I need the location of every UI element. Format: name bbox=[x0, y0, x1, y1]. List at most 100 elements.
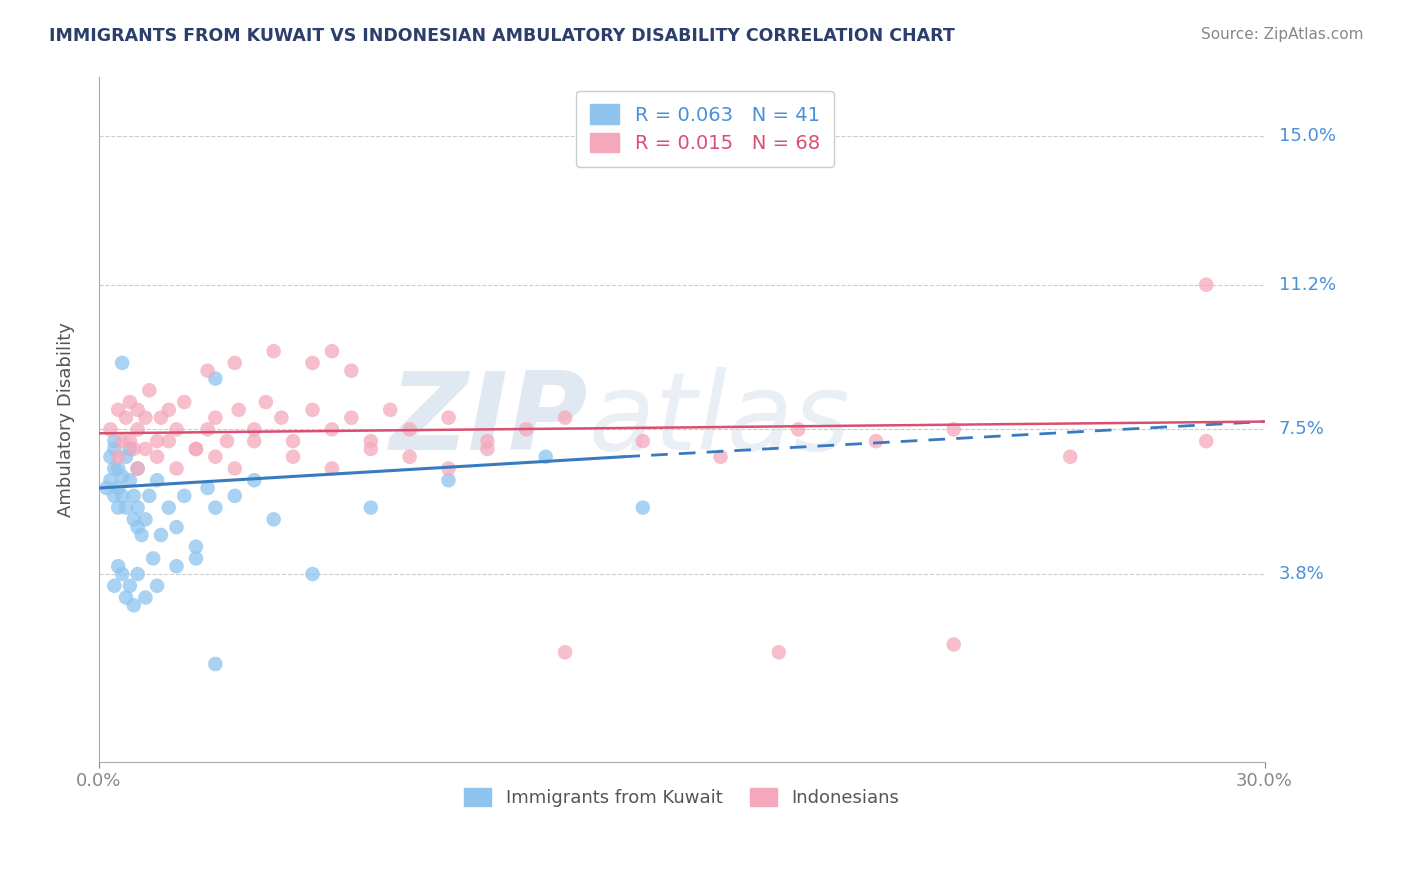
Point bbox=[204, 657, 226, 671]
Point bbox=[115, 410, 138, 425]
Point bbox=[228, 402, 250, 417]
Point bbox=[122, 442, 145, 456]
Point bbox=[111, 567, 134, 582]
Point bbox=[281, 434, 304, 449]
Point bbox=[149, 528, 172, 542]
Point bbox=[149, 410, 172, 425]
Point bbox=[122, 489, 145, 503]
Point bbox=[942, 422, 965, 436]
Point bbox=[103, 434, 125, 449]
Point bbox=[301, 356, 323, 370]
Point bbox=[1195, 277, 1218, 292]
Point bbox=[281, 450, 304, 464]
Text: 7.5%: 7.5% bbox=[1278, 420, 1324, 438]
Point bbox=[340, 364, 363, 378]
Point bbox=[270, 410, 292, 425]
Point bbox=[263, 512, 285, 526]
Point bbox=[142, 551, 165, 566]
Point bbox=[103, 489, 125, 503]
Point bbox=[122, 512, 145, 526]
Point bbox=[166, 422, 188, 436]
Point bbox=[398, 422, 420, 436]
Point bbox=[865, 434, 887, 449]
Point bbox=[398, 450, 420, 464]
Point bbox=[197, 422, 219, 436]
Point bbox=[787, 422, 810, 436]
Point bbox=[146, 450, 169, 464]
Point bbox=[138, 489, 160, 503]
Point bbox=[138, 384, 160, 398]
Point bbox=[103, 579, 125, 593]
Point bbox=[127, 402, 149, 417]
Point bbox=[243, 422, 266, 436]
Point bbox=[215, 434, 238, 449]
Point bbox=[118, 579, 141, 593]
Point bbox=[321, 344, 343, 359]
Point bbox=[127, 500, 149, 515]
Point bbox=[96, 481, 118, 495]
Point bbox=[146, 434, 169, 449]
Text: 3.8%: 3.8% bbox=[1278, 565, 1324, 583]
Point bbox=[146, 579, 169, 593]
Point bbox=[115, 591, 138, 605]
Legend: Immigrants from Kuwait, Indonesians: Immigrants from Kuwait, Indonesians bbox=[457, 780, 907, 814]
Point bbox=[122, 599, 145, 613]
Point bbox=[157, 434, 180, 449]
Point bbox=[477, 442, 499, 456]
Point bbox=[107, 500, 129, 515]
Point bbox=[437, 461, 460, 475]
Point bbox=[360, 442, 382, 456]
Point bbox=[301, 402, 323, 417]
Point bbox=[263, 344, 285, 359]
Point bbox=[204, 410, 226, 425]
Point bbox=[197, 364, 219, 378]
Point bbox=[134, 512, 156, 526]
Point bbox=[340, 410, 363, 425]
Point bbox=[224, 461, 246, 475]
Point bbox=[184, 551, 207, 566]
Point bbox=[166, 559, 188, 574]
Point bbox=[301, 567, 323, 582]
Point bbox=[107, 402, 129, 417]
Point bbox=[204, 450, 226, 464]
Point bbox=[111, 434, 134, 449]
Point bbox=[437, 410, 460, 425]
Point bbox=[321, 461, 343, 475]
Point bbox=[631, 500, 654, 515]
Point bbox=[942, 637, 965, 651]
Point bbox=[131, 528, 153, 542]
Point bbox=[184, 442, 207, 456]
Text: 11.2%: 11.2% bbox=[1278, 276, 1336, 293]
Text: IMMIGRANTS FROM KUWAIT VS INDONESIAN AMBULATORY DISABILITY CORRELATION CHART: IMMIGRANTS FROM KUWAIT VS INDONESIAN AMB… bbox=[49, 27, 955, 45]
Point bbox=[554, 645, 576, 659]
Point bbox=[118, 442, 141, 456]
Point bbox=[111, 489, 134, 503]
Point bbox=[437, 473, 460, 487]
Point bbox=[321, 422, 343, 436]
Point bbox=[107, 450, 129, 464]
Point bbox=[157, 500, 180, 515]
Point bbox=[127, 520, 149, 534]
Point bbox=[107, 481, 129, 495]
Y-axis label: Ambulatory Disability: Ambulatory Disability bbox=[58, 322, 75, 517]
Point bbox=[100, 422, 122, 436]
Point bbox=[204, 500, 226, 515]
Point bbox=[197, 481, 219, 495]
Point bbox=[127, 461, 149, 475]
Point bbox=[118, 395, 141, 409]
Point bbox=[360, 500, 382, 515]
Point bbox=[254, 395, 277, 409]
Point bbox=[1195, 434, 1218, 449]
Point bbox=[146, 473, 169, 487]
Point bbox=[157, 402, 180, 417]
Point bbox=[103, 442, 125, 456]
Point bbox=[1059, 450, 1081, 464]
Point bbox=[166, 461, 188, 475]
Point bbox=[224, 489, 246, 503]
Point bbox=[243, 473, 266, 487]
Point bbox=[554, 410, 576, 425]
Point bbox=[360, 434, 382, 449]
Point bbox=[127, 461, 149, 475]
Point bbox=[118, 434, 141, 449]
Point bbox=[103, 461, 125, 475]
